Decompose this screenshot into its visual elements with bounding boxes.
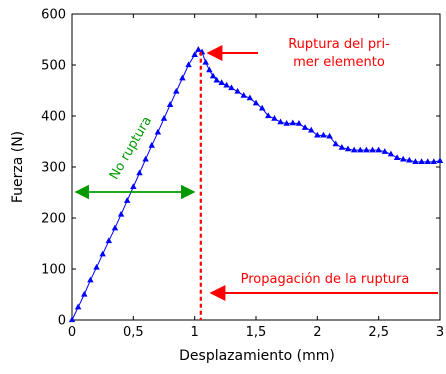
data-point-marker (252, 99, 260, 106)
data-point-marker (289, 119, 297, 126)
data-point-marker (173, 87, 180, 94)
data-point-marker (195, 46, 202, 52)
y-tick-label: 600 (41, 8, 66, 23)
data-point-marker (436, 157, 444, 164)
data-point-marker (148, 141, 155, 148)
data-point-marker (136, 169, 143, 176)
data-point-marker (74, 303, 82, 310)
data-point-marker (314, 131, 321, 138)
x-tick-label: 2 (313, 325, 321, 340)
data-point-marker (344, 145, 352, 152)
data-point-marker (213, 76, 220, 83)
data-point-marker (228, 84, 235, 91)
data-point-marker (399, 155, 407, 162)
data-point-marker (258, 104, 266, 111)
data-point-marker (357, 146, 364, 153)
data-point-marker (277, 118, 284, 125)
y-tick-label: 0 (58, 314, 66, 329)
rupture-label-line1: Ruptura del pri- (288, 37, 390, 52)
x-tick-label: 3 (436, 325, 444, 340)
data-point-marker (424, 158, 431, 165)
data-point-marker (412, 158, 419, 165)
y-tick-label: 500 (41, 59, 66, 74)
data-point-marker (265, 112, 272, 119)
data-point-marker (350, 146, 358, 153)
rupture-label-line2: mer elemento (293, 55, 385, 70)
axes-layer: 0 0,5 1 1,5 2 2,5 3 0 100 200 300 400 500 600 (41, 8, 444, 341)
data-point-marker (68, 316, 76, 323)
x-tick-label: 1 (191, 325, 199, 340)
y-tick-label: 100 (41, 263, 66, 278)
series-layer (68, 46, 444, 323)
data-point-marker (81, 290, 88, 297)
data-point-marker (338, 144, 346, 150)
data-point-marker (234, 87, 241, 94)
data-point-marker (223, 81, 230, 88)
data-point-marker (185, 61, 192, 68)
y-tick-label: 300 (41, 161, 66, 176)
data-point-marker (142, 155, 149, 162)
data-point-marker (406, 156, 413, 163)
data-point-marker (130, 183, 137, 190)
data-point-marker (160, 114, 168, 121)
series-line (71, 49, 441, 321)
data-point-marker (117, 210, 125, 217)
data-point-marker (430, 158, 438, 165)
data-point-marker (363, 146, 370, 153)
data-point-marker (209, 72, 217, 79)
data-point-marker (218, 79, 225, 86)
no-rupture-label: No ruptura (107, 114, 155, 182)
data-point-marker (166, 101, 174, 107)
data-point-marker (93, 263, 100, 270)
data-point-marker (387, 150, 395, 157)
x-tick-label: 0 (68, 325, 76, 340)
x-tick-label: 2,5 (368, 325, 389, 340)
data-point-marker (271, 114, 278, 121)
data-point-marker (326, 132, 333, 139)
data-point-marker (105, 237, 113, 244)
data-point-marker (87, 276, 94, 283)
data-point-marker (332, 140, 339, 147)
data-point-marker (369, 146, 376, 153)
y-tick-label: 400 (41, 110, 66, 125)
data-point-marker (381, 148, 389, 154)
data-point-marker (111, 224, 119, 231)
y-tick-label: 200 (41, 212, 66, 227)
propagation-label: Propagación de la ruptura (241, 272, 410, 287)
annotations-layer: Ruptura del pri-mer elemento Propagación … (74, 37, 438, 320)
data-point-marker (418, 158, 425, 165)
data-point-marker (240, 92, 247, 98)
x-tick-label: 1,5 (246, 325, 267, 340)
y-axis-label: Fuerza (N) (10, 131, 26, 203)
data-point-marker (283, 120, 290, 126)
data-point-marker (206, 66, 213, 73)
x-axis-label: Desplazamiento (mm) (179, 348, 335, 364)
data-point-marker (99, 250, 106, 257)
data-point-marker (179, 74, 186, 81)
data-point-marker (191, 51, 198, 57)
data-point-marker (295, 120, 303, 126)
data-point-marker (320, 131, 327, 138)
data-point-marker (154, 128, 162, 135)
data-point-marker (301, 124, 309, 130)
data-point-marker (393, 154, 401, 160)
data-point-marker (246, 94, 254, 101)
data-point-marker (202, 58, 209, 65)
data-point-marker (123, 197, 131, 203)
data-point-marker (307, 126, 315, 133)
data-point-marker (375, 146, 382, 153)
x-tick-label: 0,5 (123, 325, 144, 340)
